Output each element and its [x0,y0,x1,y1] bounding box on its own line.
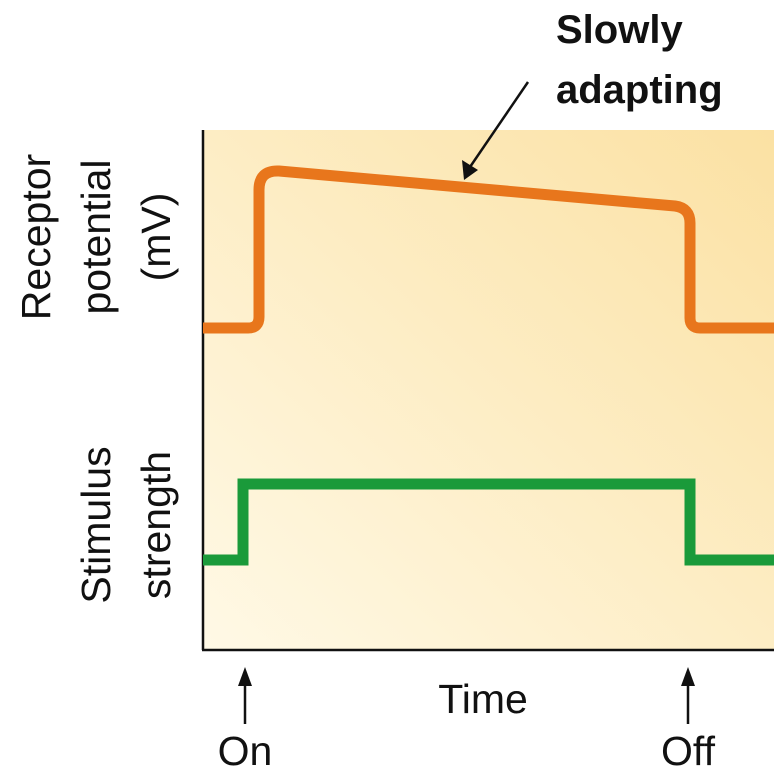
on-arrowhead-icon [238,667,252,686]
stimulus-axis-label-line-1: Stimulus [73,446,119,603]
receptor-axis-label-line-3: (mV) [133,193,179,282]
on-label: On [218,728,273,773]
receptor-axis-label-line-2: potential [73,159,119,314]
stimulus-strength-trace [203,478,774,566]
annotation-line-1: Slowly [556,8,683,52]
slowly-adapting-arrow-line [468,81,530,168]
off-arrowhead-icon [681,667,695,686]
receptor-axis-label-line-1: Receptor [13,154,59,320]
receptor-potential-trace [203,165,774,334]
annotation-line-2: adapting [556,68,723,112]
slowly-adapting-arrowhead-icon [462,160,478,180]
plot-background [203,130,774,650]
off-label: Off [661,728,716,773]
x-axis-label: Time [438,676,528,722]
stimulus-axis-label-line-2: strength [133,451,179,599]
